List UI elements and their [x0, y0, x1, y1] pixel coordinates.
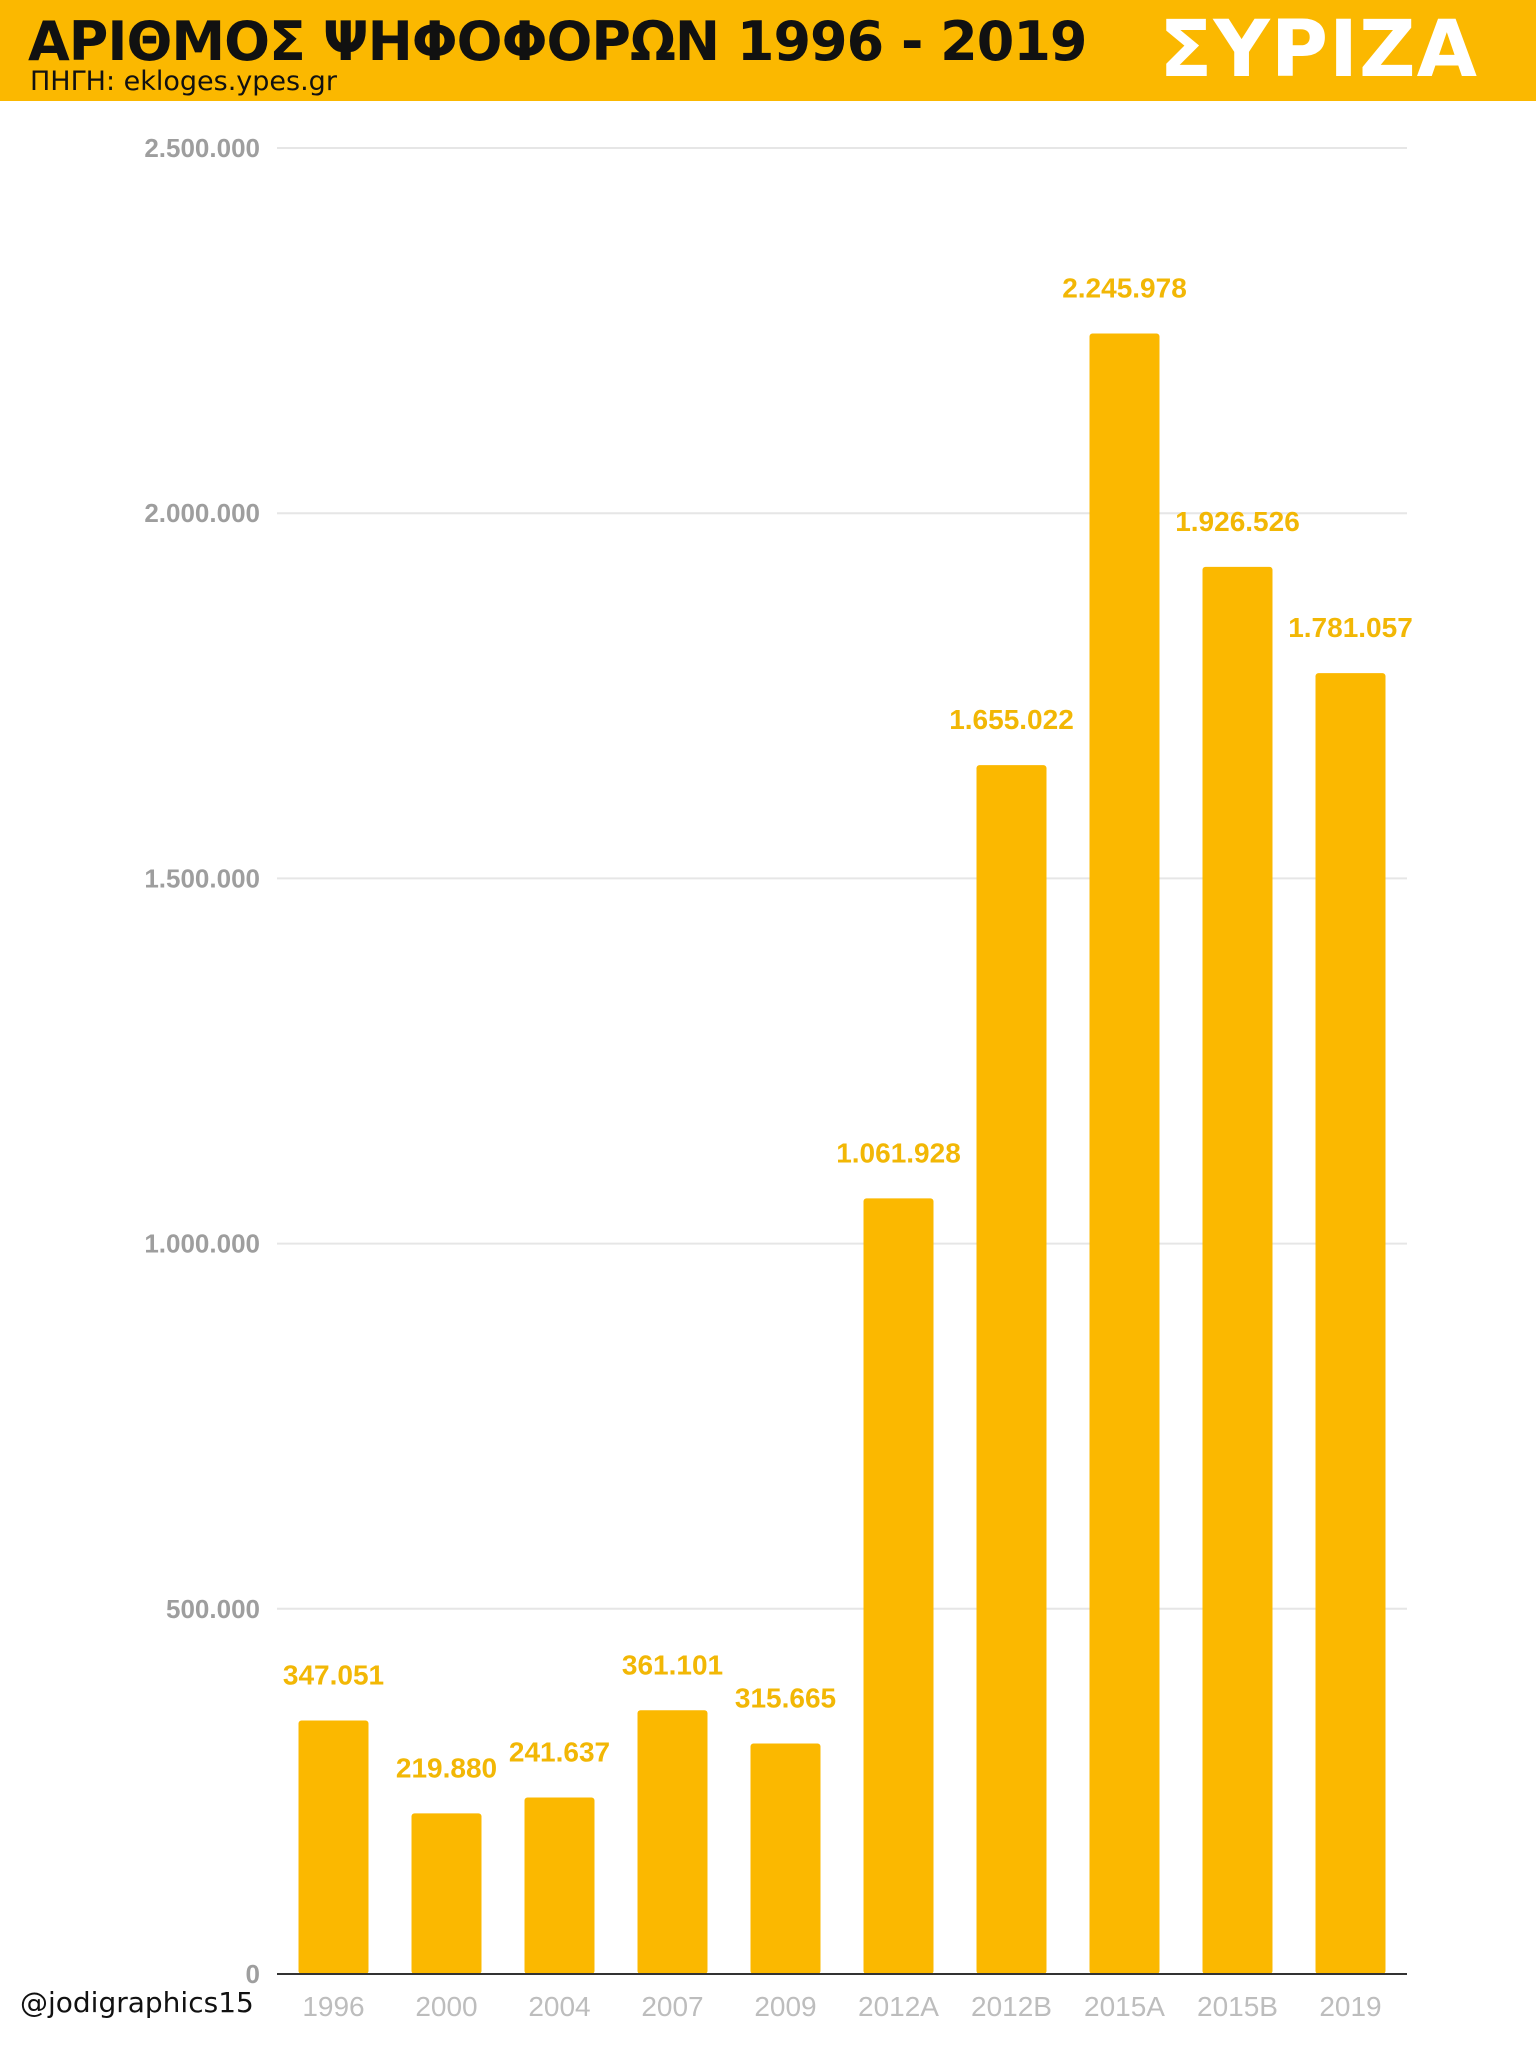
x-tick-label: 2009 — [754, 1991, 816, 2022]
data-label: 1.781.057 — [1288, 612, 1413, 643]
data-label: 1.926.526 — [1175, 506, 1300, 537]
bar — [637, 1710, 708, 1974]
bar — [1089, 333, 1160, 1975]
party-logo: ΣΥΡΙΖΑ — [1159, 5, 1478, 95]
data-label: 219.880 — [396, 1752, 497, 1783]
data-label: 361.101 — [622, 1649, 723, 1680]
bar — [863, 1198, 934, 1974]
x-tick-label: 1996 — [302, 1991, 364, 2022]
bar — [298, 1720, 369, 1974]
bar — [1202, 566, 1273, 1974]
data-label: 315.665 — [735, 1682, 836, 1713]
data-label: 347.051 — [283, 1660, 384, 1691]
y-tick-label: 1.000.000 — [144, 1229, 260, 1259]
data-label: 2.245.978 — [1062, 273, 1187, 304]
chart-title: ΑΡΙΘΜΟΣ ΨΗΦΟΦΟΡΩΝ 1996 - 2019 — [28, 10, 1087, 73]
x-tick-label: 2012B — [971, 1991, 1052, 2022]
author-credit: @jodigraphics15 — [20, 1986, 254, 2019]
y-tick-label: 500.000 — [166, 1594, 260, 1624]
x-tick-label: 2007 — [641, 1991, 703, 2022]
bar — [750, 1743, 821, 1974]
y-tick-label: 0 — [246, 1959, 260, 1989]
x-tick-label: 2012A — [858, 1991, 939, 2022]
y-tick-label: 1.500.000 — [144, 863, 260, 893]
bar — [411, 1813, 482, 1974]
x-tick-label: 2015A — [1084, 1991, 1165, 2022]
bar — [1315, 673, 1386, 1974]
data-label: 1.061.928 — [836, 1137, 961, 1168]
x-tick-label: 2015B — [1197, 1991, 1278, 2022]
y-tick-label: 2.000.000 — [144, 498, 260, 528]
header-banner: ΑΡΙΘΜΟΣ ΨΗΦΟΦΟΡΩΝ 1996 - 2019 ΠΗΓΗ: eklo… — [0, 0, 1536, 101]
y-tick-label: 2.500.000 — [144, 133, 260, 163]
bar — [976, 765, 1047, 1975]
source-note: ΠΗΓΗ: ekloges.ypes.gr — [30, 66, 337, 97]
x-tick-label: 2000 — [415, 1991, 477, 2022]
x-tick-label: 2019 — [1319, 1991, 1381, 2022]
bar — [524, 1797, 595, 1974]
data-label: 1.655.022 — [949, 704, 1074, 735]
data-label: 241.637 — [509, 1737, 610, 1768]
x-tick-label: 2004 — [528, 1991, 590, 2022]
